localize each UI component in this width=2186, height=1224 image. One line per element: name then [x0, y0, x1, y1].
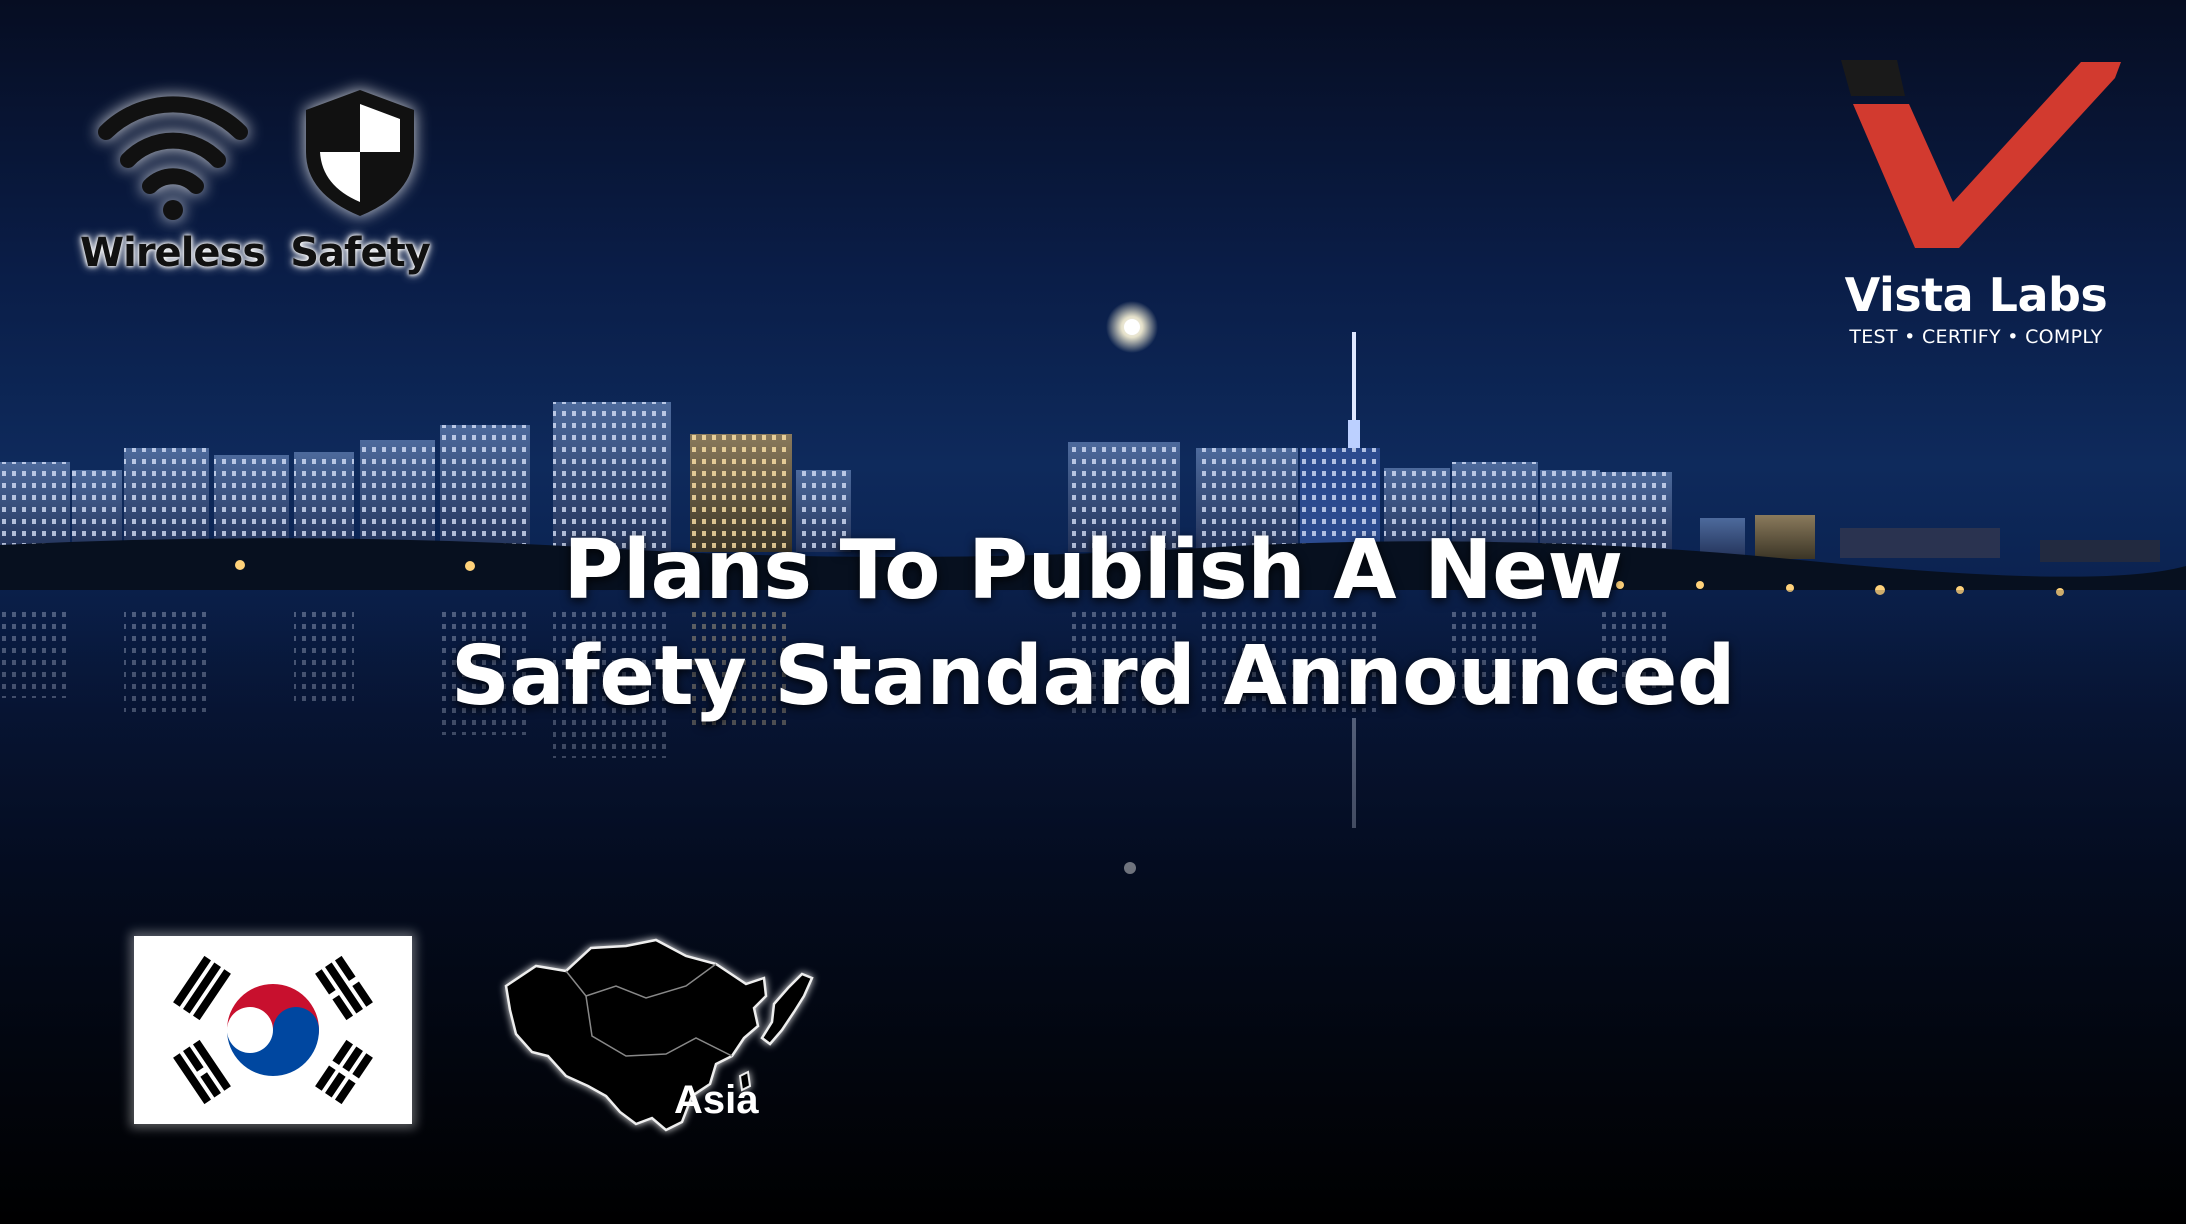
brand-tagline: TEST • CERTIFY • COMPLY — [1849, 326, 2103, 348]
wireless-label: Wireless — [80, 230, 266, 276]
taegeuk-flag-icon — [173, 955, 373, 1105]
safety-badge: Safety — [290, 82, 431, 276]
shield-icon — [306, 90, 414, 216]
brand-name: Vista Labs — [1844, 268, 2108, 322]
asia-label: Asia — [674, 1078, 759, 1122]
checkmark-logo-icon — [1841, 60, 2121, 248]
vista-labs-logo: Vista Labs TEST • CERTIFY • COMPLY — [1826, 52, 2126, 348]
wireless-badge: Wireless — [80, 82, 266, 276]
safety-label: Safety — [290, 230, 431, 276]
south-korea-flag — [134, 936, 412, 1124]
headline: Plans To Publish A New Safety Standard A… — [0, 518, 2186, 730]
asia-map: Asia — [496, 926, 826, 1146]
headline-line-1: Plans To Publish A New — [563, 523, 1623, 618]
asia-map-icon — [504, 938, 814, 1132]
headline-line-2: Safety Standard Announced — [450, 629, 1736, 724]
wifi-icon — [97, 96, 248, 220]
